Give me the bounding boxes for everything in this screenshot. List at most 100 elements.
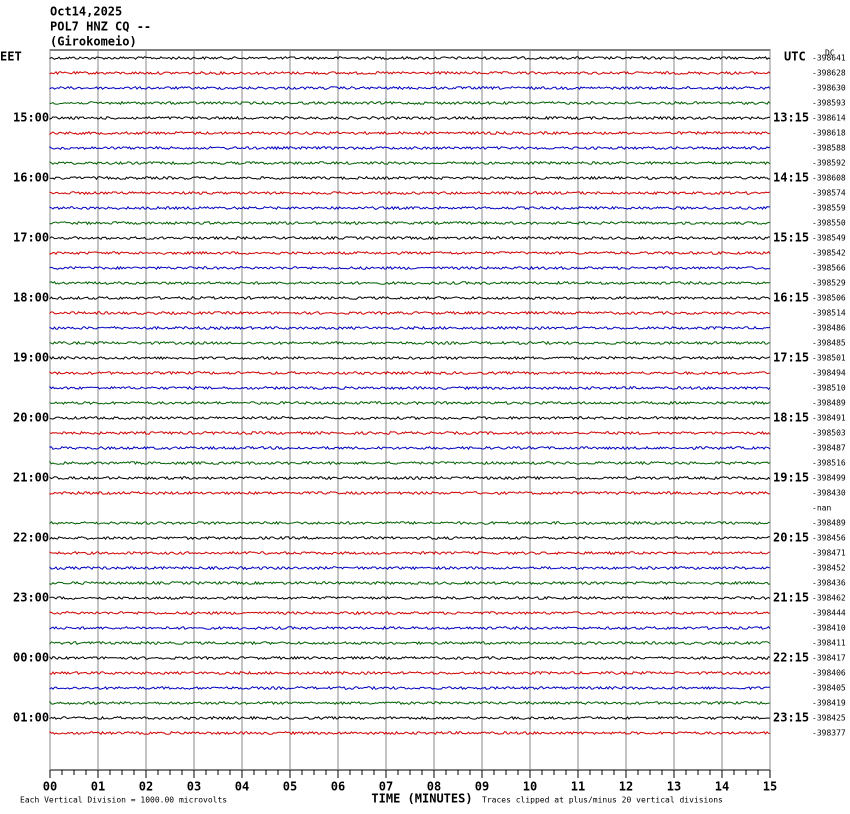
trace — [49, 190, 771, 196]
right-hour-label: 13:15 — [773, 111, 809, 125]
x-tick-label: 05 — [283, 780, 297, 794]
left-hour-label: 00:00 — [13, 651, 49, 665]
x-tick-label: 07 — [379, 780, 393, 794]
right-hour-label: 22:15 — [773, 651, 809, 665]
x-tick-label: 13 — [667, 780, 681, 794]
trace-offset: -398444 — [812, 609, 846, 618]
x-tick-label: 08 — [427, 780, 441, 794]
trace — [49, 685, 771, 691]
left-hour-label: 20:00 — [13, 411, 49, 425]
date: Oct14,2025 — [50, 5, 122, 19]
location: (Girokomeio) — [50, 35, 137, 49]
trace — [49, 715, 771, 721]
trace-offset: -398486 — [812, 324, 846, 333]
trace — [49, 55, 771, 61]
x-axis-title: TIME (MINUTES) — [371, 792, 472, 806]
trace — [49, 430, 771, 436]
trace-offset: -398542 — [812, 249, 846, 258]
trace — [49, 415, 771, 421]
trace-offset: -398503 — [812, 429, 846, 438]
right-hour-label: 17:15 — [773, 351, 809, 365]
left-hour-label: 15:00 — [13, 111, 49, 125]
trace-offset: -398411 — [812, 639, 846, 648]
trace — [49, 310, 771, 316]
trace-offset: -398510 — [812, 384, 846, 393]
left-hour-label: 17:00 — [13, 231, 49, 245]
x-tick-label: 10 — [523, 780, 537, 794]
trace — [49, 385, 771, 391]
left-hour-label: 01:00 — [13, 711, 49, 725]
trace — [49, 625, 771, 631]
trace — [49, 370, 771, 376]
left-axis-title: EET — [0, 50, 22, 64]
x-tick-label: 09 — [475, 780, 489, 794]
trace-offset: -398430 — [812, 489, 846, 498]
right-hour-label: 21:15 — [773, 591, 809, 605]
right-hour-label: 18:15 — [773, 411, 809, 425]
trace — [49, 115, 771, 121]
scale-note: Each Vertical Division = 1000.00 microvo… — [20, 796, 227, 805]
station: POL7 HNZ CQ -- — [50, 20, 151, 34]
trace-offset: -398592 — [812, 159, 846, 168]
trace-offset: -398425 — [812, 714, 846, 723]
trace-offset: -398608 — [812, 174, 846, 183]
left-hour-label: 16:00 — [13, 171, 49, 185]
x-tick-label: 14 — [715, 780, 729, 794]
x-tick-label: 12 — [619, 780, 633, 794]
trace-offset: -398419 — [812, 699, 846, 708]
trace — [49, 70, 771, 76]
trace — [49, 490, 771, 496]
trace — [49, 295, 771, 301]
trace — [49, 340, 771, 346]
trace — [49, 520, 771, 526]
trace — [49, 670, 771, 676]
trace-offset: -398410 — [812, 624, 846, 633]
trace-offset: -398566 — [812, 264, 846, 273]
trace-offset: -398559 — [812, 204, 846, 213]
trace — [49, 100, 771, 106]
trace-offset: -398417 — [812, 654, 846, 663]
trace — [49, 550, 771, 556]
trace — [49, 175, 771, 181]
trace-offset: -398487 — [812, 444, 846, 453]
trace-offset: -398549 — [812, 234, 846, 243]
right-hour-label: 15:15 — [773, 231, 809, 245]
trace — [49, 145, 771, 151]
trace-offset: -398456 — [812, 534, 846, 543]
trace-offset: -398489 — [812, 399, 846, 408]
left-hour-label: 19:00 — [13, 351, 49, 365]
trace-offset: -398588 — [812, 144, 846, 153]
trace — [49, 565, 771, 571]
right-hour-label: 19:15 — [773, 471, 809, 485]
trace-offset: -398406 — [812, 669, 846, 678]
right-axis-title: UTC — [784, 50, 806, 64]
trace — [49, 460, 771, 466]
left-hour-label: 18:00 — [13, 291, 49, 305]
trace-offset: -398436 — [812, 579, 846, 588]
trace — [49, 355, 771, 361]
trace-offset: -398501 — [812, 354, 846, 363]
trace-offset: -398630 — [812, 84, 846, 93]
trace — [49, 535, 770, 541]
trace — [49, 700, 771, 706]
trace — [49, 265, 771, 271]
trace-offset: -398550 — [812, 219, 846, 228]
trace — [49, 220, 771, 226]
right-hour-label: 23:15 — [773, 711, 809, 725]
trace — [49, 250, 771, 256]
trace-offset: -398641 — [812, 54, 846, 63]
x-tick-label: 00 — [43, 780, 57, 794]
trace-offset: -398529 — [812, 279, 846, 288]
x-tick-label: 02 — [139, 780, 153, 794]
left-hour-label: 23:00 — [13, 591, 49, 605]
trace-offset: -398485 — [812, 339, 846, 348]
trace-offset: -398499 — [812, 474, 846, 483]
trace — [49, 445, 771, 451]
trace-offset: -398593 — [812, 99, 846, 108]
trace-offset: -398628 — [812, 69, 846, 78]
trace — [49, 640, 771, 646]
trace-offset: -398405 — [812, 684, 846, 693]
trace-offset: -398491 — [812, 414, 846, 423]
trace-offset: -398471 — [812, 549, 846, 558]
